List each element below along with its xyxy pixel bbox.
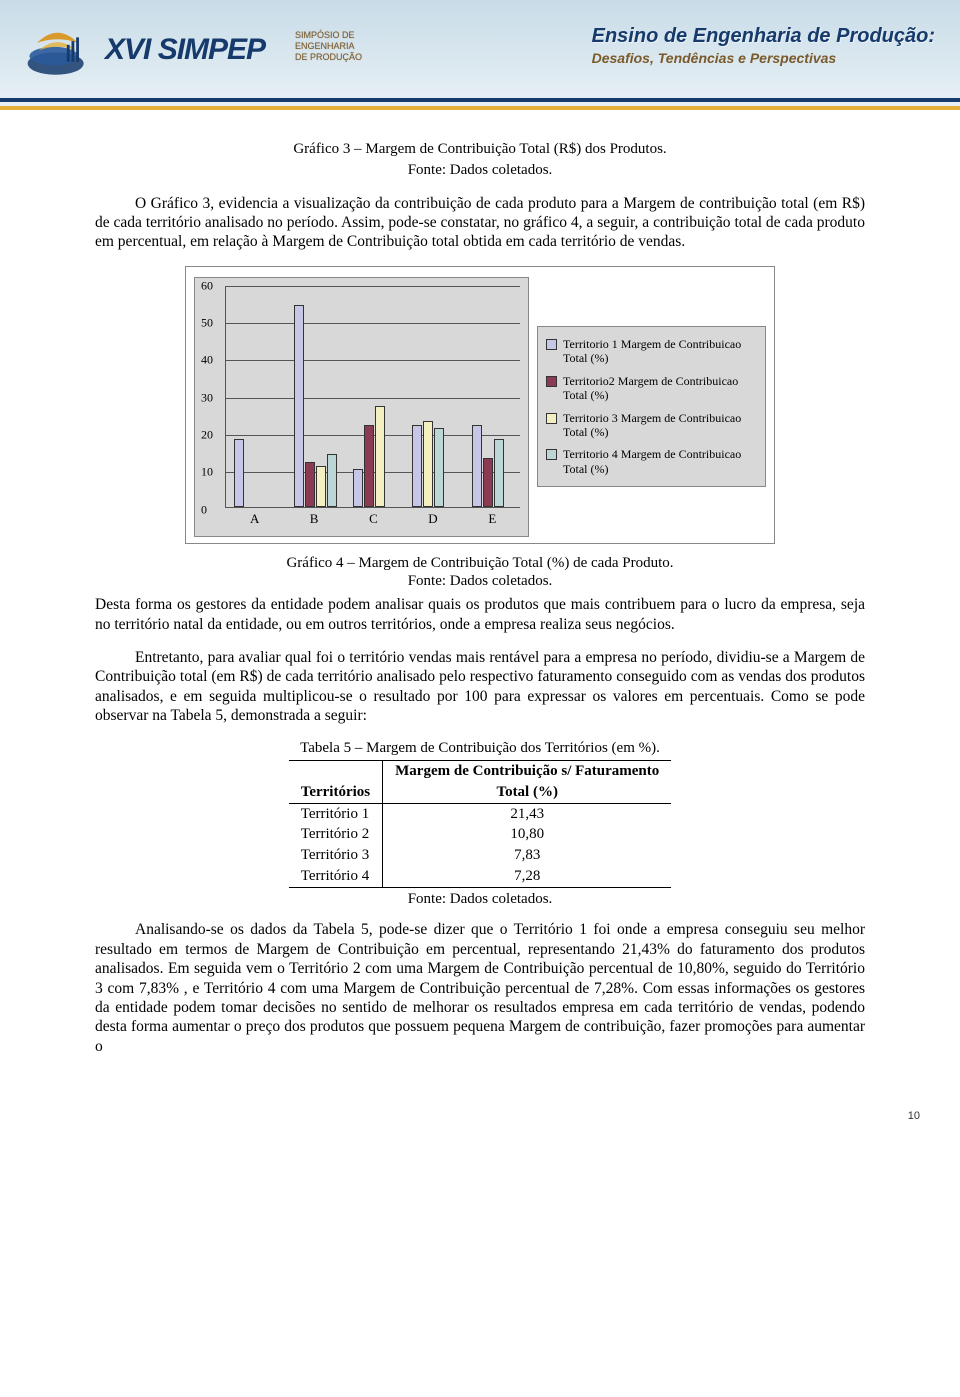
paragraph-4: Analisando-se os dados da Tabela 5, pode… xyxy=(95,920,865,1056)
bar xyxy=(483,458,493,507)
y-tick-label: 30 xyxy=(201,390,213,405)
y-tick-label: 10 xyxy=(201,465,213,480)
banner-right-line2: Desafios, Tendências e Perspectivas xyxy=(592,50,935,66)
caption-grafico3: Gráfico 3 – Margem de Contribuição Total… xyxy=(95,140,865,159)
y-tick-label: 0 xyxy=(201,502,207,517)
y-tick-label: 50 xyxy=(201,315,213,330)
bar-cluster xyxy=(294,305,337,507)
table-row: Território 210,80 xyxy=(289,824,672,845)
y-tick-label: 20 xyxy=(201,427,213,442)
y-tick-label: 60 xyxy=(201,278,213,293)
page-content: Gráfico 3 – Margem de Contribuição Total… xyxy=(0,110,960,1110)
legend-item: Territorio2 Margem de Contribuicao Total… xyxy=(546,374,757,403)
table-cell-value: 7,83 xyxy=(383,845,672,866)
table-col1-header: Territórios xyxy=(289,782,383,803)
x-tick-label: C xyxy=(369,511,378,527)
table-header-top: Margem de Contribuição s/ Faturamento xyxy=(383,761,672,782)
legend-label: Territorio 1 Margem de Contribuicao Tota… xyxy=(563,337,757,366)
x-tick-label: A xyxy=(250,511,259,527)
banner-title: XVI SIMPEP xyxy=(105,33,265,67)
legend-label: Territorio2 Margem de Contribuicao Total… xyxy=(563,374,757,403)
bar xyxy=(327,454,337,506)
table-cell-territory: Território 1 xyxy=(289,803,383,824)
simpep-logo-icon xyxy=(20,15,95,85)
table-cell-value: 10,80 xyxy=(383,824,672,845)
chart-grafico4: 0 10 20 30 40 50 60 A B C D E Territorio 1 Margem d… xyxy=(185,266,775,544)
bar xyxy=(305,462,315,507)
bar xyxy=(423,421,433,507)
x-tick-label: D xyxy=(428,511,437,527)
table-cell-value: 21,43 xyxy=(383,803,672,824)
banner-sub2: ENGENHARIA xyxy=(295,41,362,52)
bar xyxy=(494,439,504,506)
bar xyxy=(472,425,482,507)
bar xyxy=(364,425,374,507)
legend-item: Territorio 4 Margem de Contribuicao Tota… xyxy=(546,447,757,476)
bar xyxy=(434,428,444,506)
caption-grafico3-source: Fonte: Dados coletados. xyxy=(95,161,865,180)
table-row: Território 37,83 xyxy=(289,845,672,866)
gridline xyxy=(226,360,520,361)
table-cell-value: 7,28 xyxy=(383,866,672,887)
chart-plot-area: 0 10 20 30 40 50 60 A B C D E xyxy=(194,277,529,537)
banner-right: Ensino de Engenharia de Produção: Desafi… xyxy=(592,25,935,66)
legend-swatch-icon xyxy=(546,339,557,350)
bar-cluster xyxy=(472,425,504,507)
bar xyxy=(412,425,422,507)
table-tabela5: Margem de Contribuição s/ Faturamento Te… xyxy=(289,760,672,888)
chart-legend: Territorio 1 Margem de Contribuicao Tota… xyxy=(537,326,766,487)
banner-sub1: SIMPÓSIO DE xyxy=(295,30,362,41)
y-tick-label: 40 xyxy=(201,353,213,368)
table-header-blank xyxy=(289,761,383,782)
chart-source: Fonte: Dados coletados. xyxy=(95,572,865,591)
table-source: Fonte: Dados coletados. xyxy=(95,890,865,909)
x-tick-label: E xyxy=(488,511,496,527)
table-cell-territory: Território 3 xyxy=(289,845,383,866)
legend-swatch-icon xyxy=(546,413,557,424)
page-number: 10 xyxy=(0,1110,960,1130)
bar xyxy=(294,305,304,507)
table-caption: Tabela 5 – Margem de Contribuição dos Te… xyxy=(95,739,865,758)
bar xyxy=(316,466,326,507)
banner-subtitle: SIMPÓSIO DE ENGENHARIA DE PRODUÇÃO xyxy=(295,30,362,62)
gridline xyxy=(226,323,520,324)
bar xyxy=(234,439,244,506)
gridline xyxy=(226,286,520,287)
bar xyxy=(353,469,363,506)
x-tick-label: B xyxy=(310,511,319,527)
table-col2-header: Total (%) xyxy=(383,782,672,803)
chart-box: 0 10 20 30 40 50 60 A B C D E Territorio 1 Margem d… xyxy=(185,266,775,544)
gridline xyxy=(226,398,520,399)
banner-sub3: DE PRODUÇÃO xyxy=(295,52,362,63)
paragraph-2: Desta forma os gestores da entidade pode… xyxy=(95,595,865,634)
table-wrap: Margem de Contribuição s/ Faturamento Te… xyxy=(95,760,865,888)
table-row: Território 121,43 xyxy=(289,803,672,824)
legend-swatch-icon xyxy=(546,449,557,460)
table-cell-territory: Território 2 xyxy=(289,824,383,845)
banner-left: XVI SIMPEP xyxy=(20,15,265,85)
legend-item: Territorio 1 Margem de Contribuicao Tota… xyxy=(546,337,757,366)
paragraph-1: O Gráfico 3, evidencia a visualização da… xyxy=(95,194,865,252)
legend-item: Territorio 3 Margem de Contribuicao Tota… xyxy=(546,411,757,440)
header-banner: XVI SIMPEP SIMPÓSIO DE ENGENHARIA DE PRO… xyxy=(0,0,960,110)
bar xyxy=(375,406,385,507)
table-cell-territory: Território 4 xyxy=(289,866,383,887)
banner-right-line1: Ensino de Engenharia de Produção: xyxy=(592,25,935,48)
legend-label: Territorio 3 Margem de Contribuicao Tota… xyxy=(563,411,757,440)
bar-cluster xyxy=(412,421,444,507)
table-row: Território 47,28 xyxy=(289,866,672,887)
legend-label: Territorio 4 Margem de Contribuicao Tota… xyxy=(563,447,757,476)
bar-cluster xyxy=(353,406,385,507)
legend-swatch-icon xyxy=(546,376,557,387)
bar-cluster xyxy=(234,439,244,506)
chart-caption: Gráfico 4 – Margem de Contribuição Total… xyxy=(95,554,865,573)
paragraph-3: Entretanto, para avaliar qual foi o terr… xyxy=(95,648,865,726)
